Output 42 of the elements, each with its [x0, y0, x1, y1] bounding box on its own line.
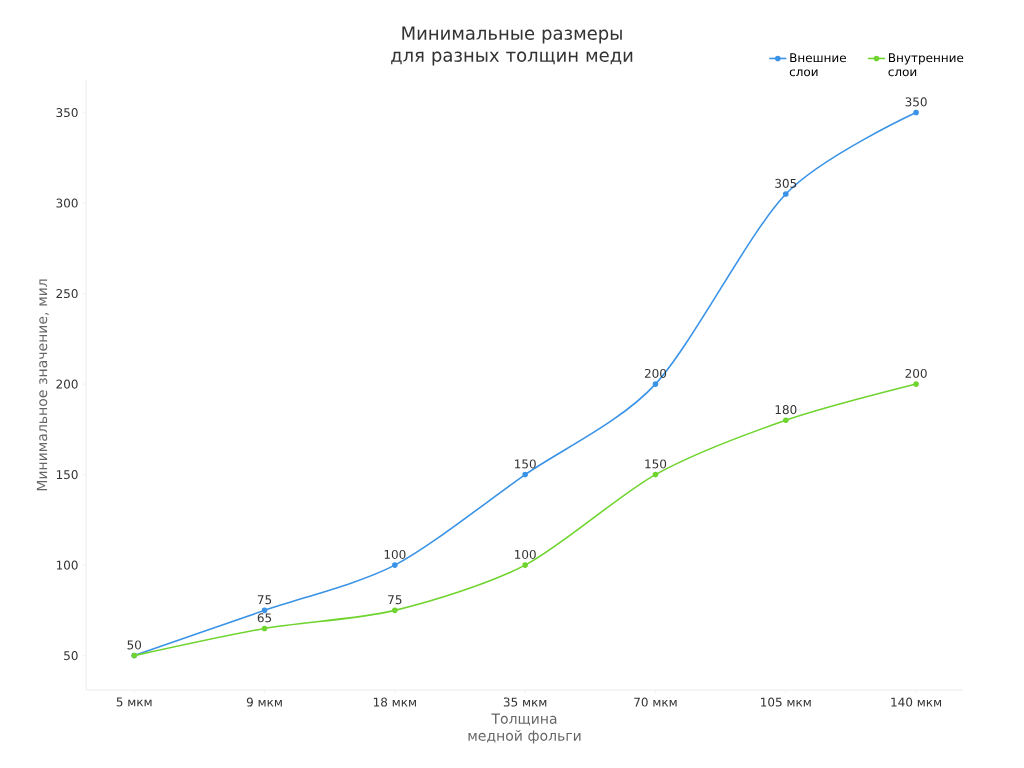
x-tick-label: 140 мкм — [891, 697, 942, 707]
data-label: 305 — [775, 178, 797, 188]
y-tick-label: 250 — [56, 289, 78, 299]
point — [392, 562, 398, 568]
data-label: 150 — [645, 459, 667, 469]
data-label: 100 — [515, 549, 536, 559]
point — [392, 607, 398, 614]
data-label: 350 — [905, 97, 927, 107]
legend-label: Внешние слои — [789, 53, 846, 77]
y-axis-title: Минимальное значение, мил — [36, 279, 49, 491]
chart-title: Минимальные размеры для разных толщин меди — [391, 26, 633, 66]
point — [913, 109, 919, 116]
x-tick-label: 35 мкм — [503, 697, 547, 707]
data-label: 50 — [127, 640, 142, 650]
point — [261, 625, 268, 632]
y-tick-label: 350 — [56, 108, 78, 118]
x-tick-label: 70 мкм — [634, 697, 677, 707]
legend-label: Внутренние слои — [888, 53, 964, 77]
point — [522, 562, 528, 568]
data-label: 180 — [775, 405, 797, 415]
x-tick-label: 18 мкм — [373, 697, 416, 707]
data-label: 65 — [257, 613, 272, 623]
x-tick-label: 5 мкм — [116, 697, 152, 707]
y-tick-label: 100 — [56, 560, 78, 570]
data-label: 200 — [905, 368, 927, 378]
data-label: 75 — [388, 595, 402, 605]
y-tick-label: 50 — [64, 651, 78, 661]
x-tick-label: 9 мкм — [246, 697, 282, 707]
point — [782, 191, 789, 197]
x-tick-label: 105 мкм — [761, 697, 811, 707]
data-label: 100 — [384, 549, 406, 559]
y-tick-label: 200 — [56, 379, 78, 389]
point — [782, 417, 789, 424]
x-axis-title: Толщина медной фольги — [468, 713, 581, 744]
point — [522, 471, 528, 478]
point — [652, 381, 659, 387]
data-label: 150 — [515, 459, 536, 469]
y-tick-label: 150 — [56, 470, 78, 480]
point — [652, 471, 659, 478]
point — [913, 381, 919, 387]
data-label: 75 — [257, 595, 272, 605]
y-tick-label: 300 — [56, 198, 78, 208]
